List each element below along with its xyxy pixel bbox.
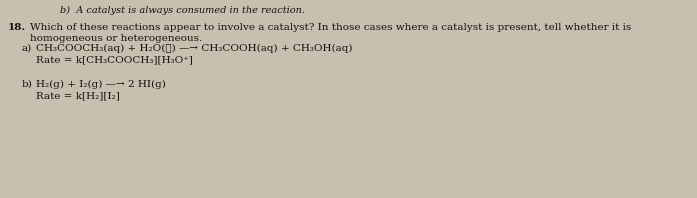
Text: b): b) [22, 80, 33, 89]
Text: Rate = k[CH₃COOCH₃][H₃O⁺]: Rate = k[CH₃COOCH₃][H₃O⁺] [36, 55, 193, 64]
Text: b)  A catalyst is always consumed in the reaction.: b) A catalyst is always consumed in the … [60, 6, 305, 15]
Text: CH₃COOCH₃(aq) + H₂O(ℓ) —→ CH₃COOH(aq) + CH₃OH(aq): CH₃COOCH₃(aq) + H₂O(ℓ) —→ CH₃COOH(aq) + … [36, 44, 353, 53]
Text: Rate = k[H₂][I₂]: Rate = k[H₂][I₂] [36, 91, 120, 100]
Text: Which of these reactions appear to involve a catalyst? In those cases where a ca: Which of these reactions appear to invol… [30, 23, 631, 32]
Text: 18.: 18. [8, 23, 26, 32]
Text: homogeneous or heterogeneous.: homogeneous or heterogeneous. [30, 34, 202, 43]
Text: a): a) [22, 44, 32, 53]
Text: H₂(g) + I₂(g) —→ 2 HI(g): H₂(g) + I₂(g) —→ 2 HI(g) [36, 80, 166, 89]
